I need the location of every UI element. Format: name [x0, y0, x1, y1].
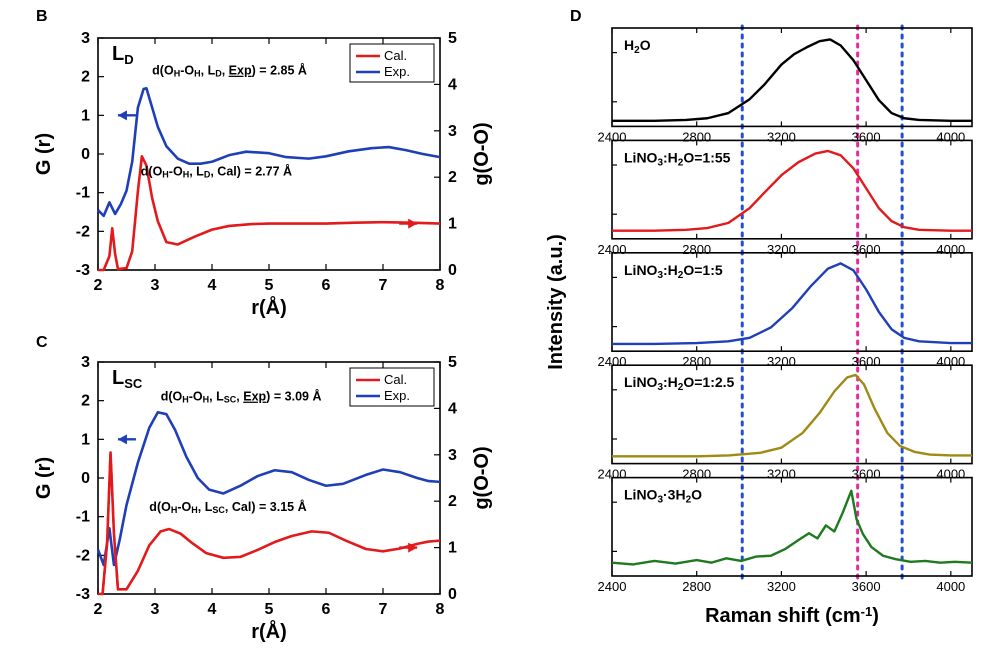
svg-text:4: 4: [208, 601, 217, 618]
svg-text:d(OH-OH, LSC, Exp) = 3.09 Å: d(OH-OH, LSC, Exp) = 3.09 Å: [161, 389, 322, 405]
svg-text:3: 3: [81, 30, 90, 47]
svg-text:1: 1: [448, 540, 457, 557]
svg-text:5: 5: [448, 354, 457, 371]
panel-b-chart: 2 3 4 5 6 7 8 -3 -2 -1 0 1 2 3 0 1 2 3 4 5 Cal.Exp. LD d(OH-OH…: [30, 28, 500, 322]
svg-text:Raman shift (cm-1): Raman shift (cm-1): [705, 604, 879, 627]
svg-text:5: 5: [265, 601, 274, 618]
svg-text:-1: -1: [76, 185, 90, 202]
svg-text:r(Å): r(Å): [251, 295, 287, 319]
panel-c-chart: 2 3 4 5 6 7 8 -3 -2 -1 0 1 2 3 0 1 2 3 4 5 Cal.Exp. LSC d(OH-O…: [30, 352, 500, 646]
svg-text:3: 3: [448, 447, 457, 464]
svg-text:2: 2: [81, 69, 90, 86]
svg-text:2: 2: [448, 169, 457, 186]
svg-text:6: 6: [322, 277, 331, 294]
svg-text:2800: 2800: [682, 579, 711, 594]
svg-text:4: 4: [208, 277, 217, 294]
svg-text:5: 5: [265, 277, 274, 294]
svg-text:d(OH-OH, LSC, Cal) = 3.15 Å: d(OH-OH, LSC, Cal) = 3.15 Å: [149, 499, 306, 515]
panel-label-b: B: [36, 8, 48, 26]
svg-text:2: 2: [81, 393, 90, 410]
svg-text:Intensity (a.u.): Intensity (a.u.): [545, 234, 567, 370]
svg-text:3: 3: [448, 123, 457, 140]
svg-text:G (r): G (r): [33, 133, 55, 175]
svg-text:LiNO3·3H2O: LiNO3·3H2O: [624, 487, 702, 506]
svg-text:0: 0: [81, 470, 90, 487]
panel-d-chart: 24002800320036004000H2O24002800320036004…: [540, 20, 990, 640]
panel-label-c: C: [36, 334, 48, 352]
svg-text:3: 3: [151, 277, 160, 294]
svg-text:6: 6: [322, 601, 331, 618]
svg-text:1: 1: [81, 107, 90, 124]
svg-text:g(O-O): g(O-O): [471, 122, 493, 185]
svg-text:d(OH-OH, LD, Cal) = 2.77 Å: d(OH-OH, LD, Cal) = 2.77 Å: [141, 163, 292, 179]
svg-text:2: 2: [448, 493, 457, 510]
svg-text:0: 0: [448, 586, 457, 603]
svg-text:Exp.: Exp.: [384, 64, 410, 79]
svg-text:5: 5: [448, 30, 457, 47]
svg-text:-3: -3: [76, 586, 90, 603]
svg-text:4: 4: [448, 400, 457, 417]
svg-text:3: 3: [81, 354, 90, 371]
svg-text:Exp.: Exp.: [384, 388, 410, 403]
svg-text:3: 3: [151, 601, 160, 618]
svg-text:LiNO3:H2O=1:55: LiNO3:H2O=1:55: [624, 149, 731, 168]
svg-text:8: 8: [436, 601, 445, 618]
svg-text:Cal.: Cal.: [384, 48, 407, 63]
svg-text:LSC: LSC: [112, 367, 143, 391]
svg-text:2400: 2400: [598, 579, 627, 594]
svg-text:-2: -2: [76, 223, 90, 240]
svg-text:7: 7: [379, 277, 388, 294]
svg-text:H2O: H2O: [624, 37, 651, 56]
svg-text:0: 0: [81, 146, 90, 163]
svg-text:3600: 3600: [852, 579, 881, 594]
svg-text:r(Å): r(Å): [251, 619, 287, 643]
svg-text:1: 1: [81, 431, 90, 448]
svg-text:1: 1: [448, 216, 457, 233]
svg-text:d(OH-OH, LD, Exp) = 2.85 Å: d(OH-OH, LD, Exp) = 2.85 Å: [152, 63, 307, 79]
svg-text:LiNO3:H2O=1:2.5: LiNO3:H2O=1:2.5: [624, 374, 735, 393]
svg-text:G (r): G (r): [33, 457, 55, 499]
svg-text:4: 4: [448, 76, 457, 93]
svg-text:g(O-O): g(O-O): [471, 446, 493, 509]
svg-text:LD: LD: [112, 43, 134, 67]
svg-text:Cal.: Cal.: [384, 372, 407, 387]
svg-text:2: 2: [94, 277, 103, 294]
svg-text:-2: -2: [76, 547, 90, 564]
svg-text:0: 0: [448, 262, 457, 279]
svg-text:2: 2: [94, 601, 103, 618]
svg-text:4000: 4000: [936, 579, 965, 594]
svg-text:-1: -1: [76, 509, 90, 526]
svg-text:3200: 3200: [767, 579, 796, 594]
svg-text:LiNO3:H2O=1:5: LiNO3:H2O=1:5: [624, 262, 723, 281]
svg-text:-3: -3: [76, 262, 90, 279]
svg-text:8: 8: [436, 277, 445, 294]
svg-text:7: 7: [379, 601, 388, 618]
